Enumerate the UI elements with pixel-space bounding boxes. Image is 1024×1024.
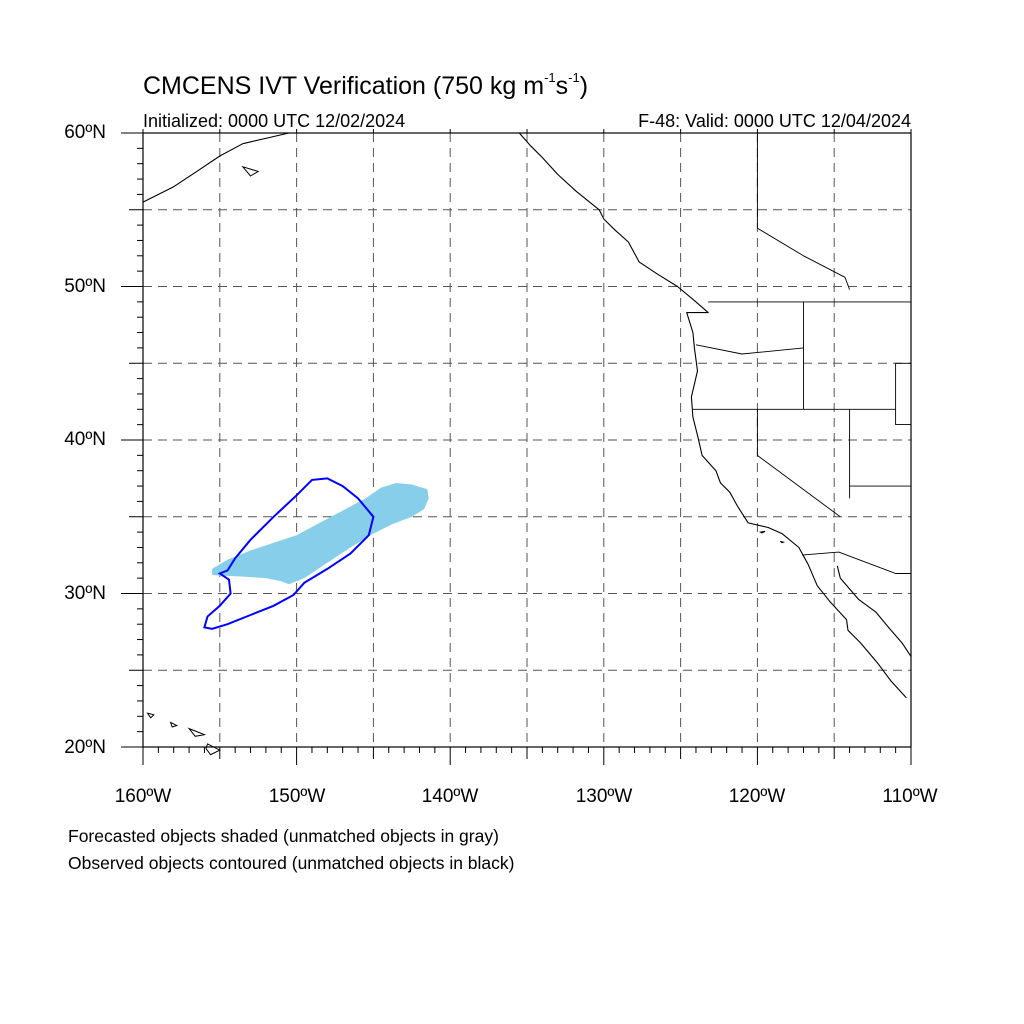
title-exponent-2: -1 [568, 69, 580, 85]
lat-label-60: 60ºN [64, 122, 106, 143]
island-outline [187, 727, 207, 737]
geography-outlines [142, 132, 912, 756]
political-border [801, 551, 911, 574]
caption-observed: Observed objects contoured (unmatched ob… [68, 853, 515, 873]
grid-lines [143, 133, 911, 747]
lon-label-110w: 110ºW [882, 786, 938, 807]
lat-label-20: 20ºN [64, 737, 106, 758]
caption-forecast: Forecasted objects shaded (unmatched obj… [68, 826, 499, 846]
lat-label-50: 50ºN [64, 276, 106, 297]
ivt-objects [203, 477, 429, 630]
lon-label-140w: 140ºW [421, 786, 479, 807]
forecast-object-shaded [212, 483, 429, 585]
island-outline [241, 165, 260, 177]
observed-object-contour [203, 477, 375, 630]
lon-label-160w: 160ºW [114, 786, 172, 807]
map-frame [142, 132, 912, 748]
lat-label-40: 40ºN [64, 429, 106, 450]
axis-ticks [121, 129, 912, 765]
island-outline [780, 540, 785, 544]
map-title: CMCENS IVT Verification (750 kg m-1s-1) [143, 69, 589, 101]
alaska-coastline [142, 132, 290, 203]
initialized-label: Initialized: 0000 UTC 12/02/2024 [143, 111, 406, 131]
political-border [895, 363, 911, 426]
lon-label-150w: 150ºW [268, 786, 326, 807]
island-outline [758, 530, 766, 534]
west-coast-coastline [518, 132, 907, 699]
island-outline [205, 743, 221, 756]
political-border [756, 133, 851, 290]
title-mid: s [555, 72, 569, 100]
political-border [756, 409, 841, 518]
title-exponent-1: -1 [544, 69, 556, 85]
valid-time-label: F-48: Valid: 0000 UTC 12/04/2024 [638, 111, 911, 131]
political-border [695, 344, 804, 355]
island-outline [146, 712, 155, 719]
gulf-of-california-coast [836, 565, 912, 657]
title-end: ) [579, 72, 589, 100]
island-outline [169, 721, 179, 728]
lon-label-120w: 120ºW [728, 786, 786, 807]
lon-label-130w: 130ºW [575, 786, 633, 807]
title-main: CMCENS IVT Verification (750 kg m [143, 72, 545, 100]
lat-label-30: 30ºN [64, 583, 106, 604]
